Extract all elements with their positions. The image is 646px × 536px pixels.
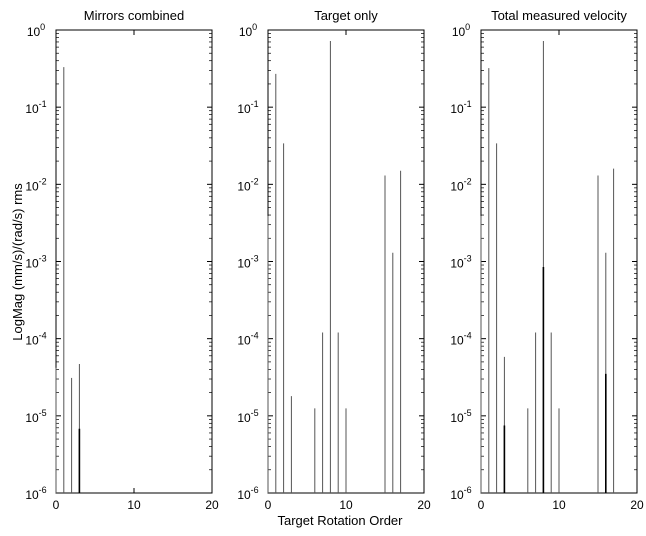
y-tick-exponent: -6 <box>39 485 47 495</box>
x-tick-label: 10 <box>552 498 566 512</box>
y-tick-label: 10-3 <box>450 254 471 271</box>
x-tick-label: 10 <box>127 498 141 512</box>
y-tick-base: 10 <box>450 102 464 116</box>
y-tick-exponent: -1 <box>39 99 47 109</box>
y-tick-label: 10-3 <box>237 254 258 271</box>
y-tick-label: 100 <box>452 22 470 39</box>
y-tick-exponent: -5 <box>251 408 259 418</box>
y-tick-label: 10-1 <box>237 99 258 116</box>
y-tick-exponent: -4 <box>39 331 47 341</box>
y-tick-base: 10 <box>25 257 39 271</box>
y-tick-base: 10 <box>450 179 464 193</box>
y-tick-exponent: -6 <box>464 485 472 495</box>
y-tick-exponent: -1 <box>251 99 259 109</box>
y-tick-base: 10 <box>237 488 251 502</box>
y-tick-base: 10 <box>237 179 251 193</box>
y-tick-base: 10 <box>237 257 251 271</box>
y-tick-label: 100 <box>239 22 257 39</box>
y-tick-label: 100 <box>27 22 45 39</box>
axes-box <box>55 29 213 494</box>
y-tick-base: 10 <box>450 488 464 502</box>
y-tick-exponent: -5 <box>39 408 47 418</box>
y-tick-base: 10 <box>239 25 253 39</box>
y-tick-label: 10-6 <box>450 485 471 502</box>
y-tick-label: 10-2 <box>237 176 258 193</box>
y-tick-exponent: -4 <box>251 331 259 341</box>
y-tick-base: 10 <box>25 102 39 116</box>
y-tick-label: 10-5 <box>450 408 471 425</box>
y-tick-label: 10-1 <box>25 99 46 116</box>
y-tick-base: 10 <box>237 411 251 425</box>
y-tick-base: 10 <box>25 179 39 193</box>
y-tick-base: 10 <box>27 25 41 39</box>
subplots: Mirrors combined10-610-510-410-310-210-1… <box>25 8 644 512</box>
y-tick-base: 10 <box>450 334 464 348</box>
y-tick-exponent: -4 <box>464 331 472 341</box>
y-tick-exponent: -3 <box>464 254 472 264</box>
y-tick-base: 10 <box>237 334 251 348</box>
y-axis-label: LogMag (mm/s)/(rad/s) rms <box>10 183 25 341</box>
x-tick-label: 20 <box>630 498 644 512</box>
x-axis-label: Target Rotation Order <box>277 513 403 528</box>
y-tick-base: 10 <box>452 25 466 39</box>
y-tick-base: 10 <box>25 334 39 348</box>
x-tick-label: 0 <box>478 498 485 512</box>
y-tick-exponent: -3 <box>251 254 259 264</box>
subplot-title: Total measured velocity <box>491 8 627 23</box>
y-tick-base: 10 <box>450 257 464 271</box>
y-tick-label: 10-4 <box>25 331 46 348</box>
y-tick-exponent: -2 <box>464 176 472 186</box>
y-tick-exponent: -1 <box>464 99 472 109</box>
y-tick-exponent: -6 <box>251 485 259 495</box>
subplot-3: Total measured velocity10-610-510-410-31… <box>450 8 644 512</box>
y-tick-label: 10-4 <box>237 331 258 348</box>
subplot-title: Mirrors combined <box>84 8 184 23</box>
y-tick-exponent: 0 <box>465 22 470 32</box>
x-tick-label: 0 <box>265 498 272 512</box>
y-tick-exponent: 0 <box>252 22 257 32</box>
x-tick-label: 20 <box>417 498 431 512</box>
y-tick-label: 10-2 <box>25 176 46 193</box>
y-tick-exponent: -2 <box>251 176 259 186</box>
y-tick-label: 10-2 <box>450 176 471 193</box>
y-tick-base: 10 <box>237 102 251 116</box>
y-tick-label: 10-5 <box>237 408 258 425</box>
y-tick-exponent: 0 <box>40 22 45 32</box>
y-tick-label: 10-4 <box>450 331 471 348</box>
x-tick-label: 0 <box>53 498 60 512</box>
y-tick-label: 10-6 <box>25 485 46 502</box>
y-tick-exponent: -2 <box>39 176 47 186</box>
x-tick-label: 10 <box>339 498 353 512</box>
y-tick-label: 10-6 <box>237 485 258 502</box>
y-tick-base: 10 <box>25 488 39 502</box>
y-tick-label: 10-1 <box>450 99 471 116</box>
y-tick-label: 10-5 <box>25 408 46 425</box>
subplot-title: Target only <box>314 8 378 23</box>
y-tick-exponent: -5 <box>464 408 472 418</box>
y-tick-base: 10 <box>450 411 464 425</box>
subplot-1: Mirrors combined10-610-510-410-310-210-1… <box>25 8 219 512</box>
y-tick-label: 10-3 <box>25 254 46 271</box>
x-tick-label: 20 <box>205 498 219 512</box>
y-tick-base: 10 <box>25 411 39 425</box>
y-tick-exponent: -3 <box>39 254 47 264</box>
